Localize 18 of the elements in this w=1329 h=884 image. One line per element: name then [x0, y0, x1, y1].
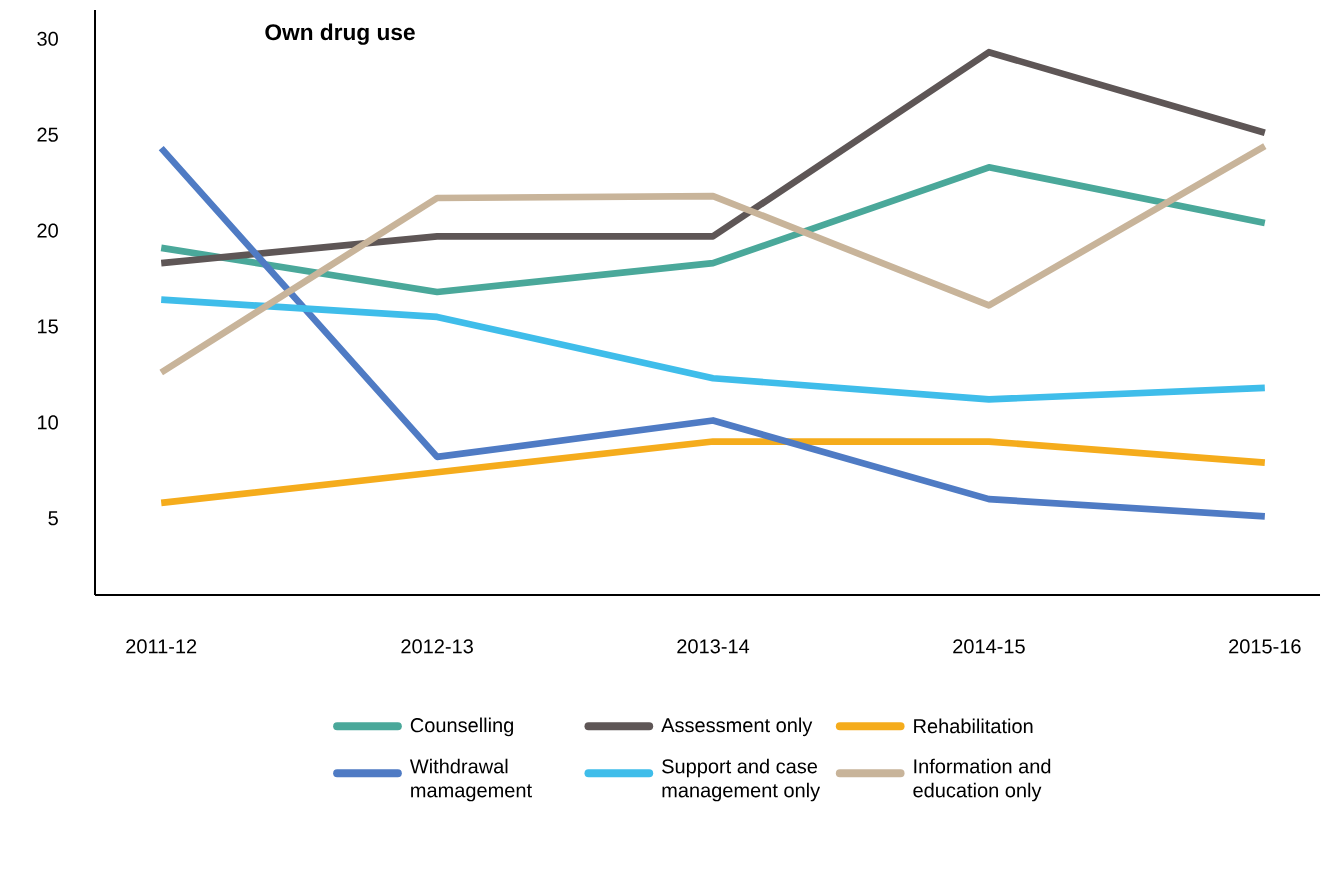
y-tick-label: 30 [37, 31, 58, 46]
legend-label: Withdrawal mamagement [409, 758, 532, 802]
y-tick-label: 25 [37, 127, 58, 142]
y-tick-label: 15 [38, 319, 58, 334]
legend-label: Counselling [410, 717, 514, 737]
x-tick-label: 2014-15 [953, 639, 1025, 654]
legend-label: Information and education only [913, 758, 1051, 802]
y-tick-label: 5 [48, 511, 58, 526]
x-tick-label: 2013-14 [677, 639, 750, 654]
x-tick-label: 2011-12 [126, 639, 197, 654]
legend-label: Support and case management only [662, 758, 821, 802]
y-tick-label: 10 [38, 415, 58, 430]
text: Own drug use [265, 23, 415, 45]
x-tick-label: 2015-16 [1229, 639, 1301, 654]
legend-label: Assessment only [661, 717, 813, 737]
y-tick-label: 20 [37, 223, 58, 238]
legend-label: Rehabilitation [914, 718, 1033, 734]
x-tick-label: 2012-13 [401, 639, 473, 654]
